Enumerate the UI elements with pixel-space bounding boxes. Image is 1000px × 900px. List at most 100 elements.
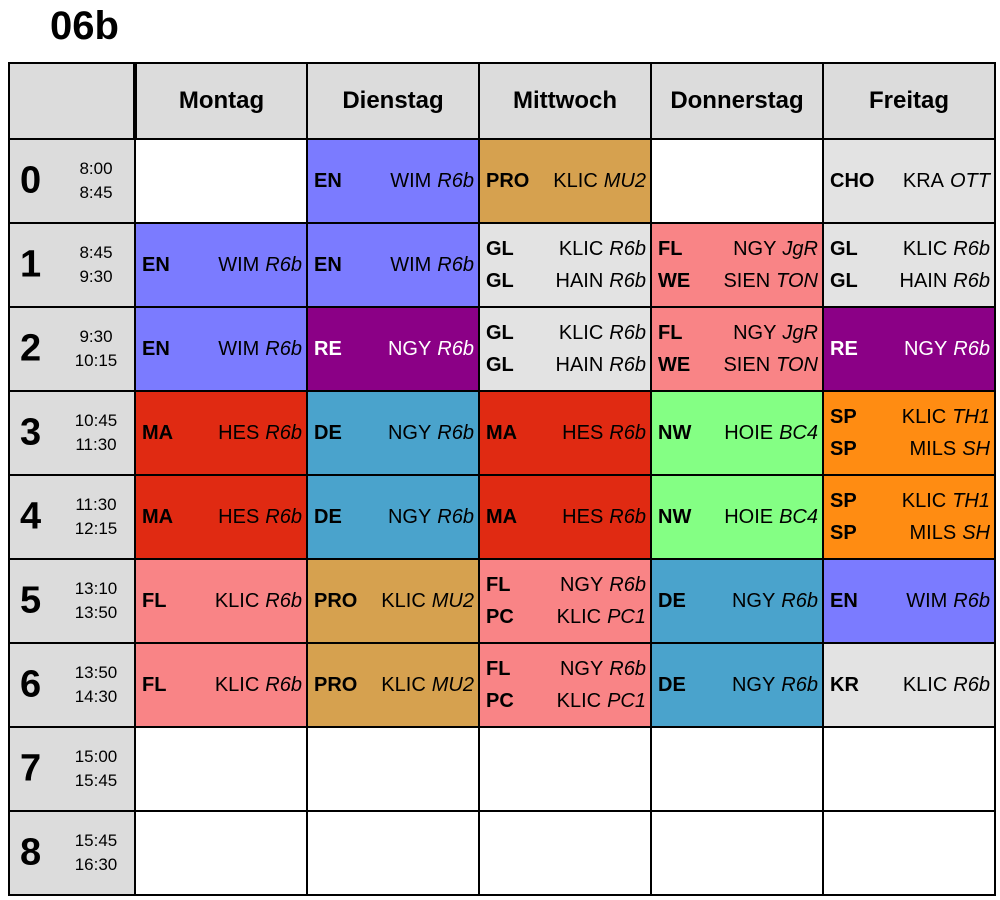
lesson-cell[interactable]: EN WIM R6b [306, 138, 480, 224]
lesson-room: R6b [437, 506, 474, 528]
lesson-entry: MA HES R6b [480, 501, 650, 533]
lesson-room: TON [776, 270, 818, 292]
lesson-teacher: HES [218, 422, 260, 444]
period-number: 5 [20, 579, 42, 622]
lesson-entry: PRO KLIC MU2 [480, 165, 650, 197]
lesson-cell[interactable]: DE NGY R6b [306, 474, 480, 560]
period-row: 3 10:45 11:30 MA HES R6b DE NGY R6b MA HES R6b NW HOI… [8, 390, 996, 476]
lesson-subject: PC [486, 606, 514, 628]
lesson-cell[interactable]: MA HES R6b [478, 474, 652, 560]
lesson-subject: GL [830, 238, 858, 260]
lesson-subject: GL [830, 270, 858, 292]
lesson-subject: DE [314, 506, 342, 528]
lesson-cell[interactable]: RE NGY R6b [822, 306, 996, 392]
lesson-cell [478, 810, 652, 896]
lesson-entry: DE NGY R6b [308, 417, 478, 449]
lesson-cell[interactable]: FL NGY JgR WE SIEN TON [650, 222, 824, 308]
day-header-dienstag: Dienstag [306, 62, 480, 140]
lesson-subject: PRO [314, 590, 358, 612]
lesson-entry: SP MILS SH [824, 517, 994, 549]
lesson-cell[interactable]: DE NGY R6b [306, 390, 480, 476]
lesson-teacher: MILS [909, 438, 957, 460]
lesson-entry: FL KLIC R6b [136, 585, 306, 617]
lesson-teacher: WIM [218, 338, 260, 360]
lesson-cell[interactable]: CHO KRA OTT [822, 138, 996, 224]
day-header-montag: Montag [134, 62, 308, 140]
lesson-room: R6b [609, 574, 646, 596]
day-header-mittwoch: Mittwoch [478, 62, 652, 140]
lesson-entry: GL HAIN R6b [824, 265, 994, 297]
lesson-cell[interactable]: DE NGY R6b [650, 642, 824, 728]
corner-cell [8, 62, 137, 140]
lesson-entry: FL KLIC R6b [136, 669, 306, 701]
lesson-cell[interactable]: FL KLIC R6b [134, 558, 308, 644]
lesson-cell[interactable]: PRO KLIC MU2 [306, 558, 480, 644]
lesson-entry: EN WIM R6b [824, 585, 994, 617]
lesson-cell[interactable]: PRO KLIC MU2 [306, 642, 480, 728]
lesson-subject: GL [486, 270, 514, 292]
lesson-cell[interactable]: EN WIM R6b [134, 222, 308, 308]
lesson-entry: GL KLIC R6b [480, 317, 650, 349]
lesson-cell[interactable]: NW HOIE BC4 [650, 474, 824, 560]
lesson-teacher: NGY [387, 506, 432, 528]
lesson-teacher: KLIC [553, 170, 598, 192]
lesson-cell[interactable]: GL KLIC R6b GL HAIN R6b [478, 306, 652, 392]
day-header-freitag: Freitag [822, 62, 996, 140]
lesson-cell[interactable]: FL KLIC R6b [134, 642, 308, 728]
period-number: 8 [20, 831, 42, 874]
lesson-teacher: WIM [218, 254, 260, 276]
period-label-cell: 1 8:45 9:30 [8, 222, 136, 308]
lesson-cell[interactable]: PRO KLIC MU2 [478, 138, 652, 224]
period-start-time: 13:10 [74, 579, 118, 598]
period-times: 15:45 16:30 [68, 829, 124, 877]
lesson-room: R6b [265, 590, 302, 612]
lesson-cell[interactable]: NW HOIE BC4 [650, 390, 824, 476]
lesson-cell[interactable]: MA HES R6b [134, 390, 308, 476]
lesson-subject: FL [658, 238, 683, 260]
lesson-teacher: WIM [390, 254, 432, 276]
lesson-cell[interactable]: MA HES R6b [134, 474, 308, 560]
lesson-cell[interactable]: EN WIM R6b [822, 558, 996, 644]
lesson-entry: FL NGY R6b [480, 653, 650, 685]
lesson-teacher: KLIC [556, 606, 602, 628]
lesson-cell[interactable]: FL NGY R6b PC KLIC PC1 [478, 642, 652, 728]
lesson-subject: DE [658, 674, 686, 696]
lesson-entry: DE NGY R6b [308, 501, 478, 533]
lesson-entry: WE SIEN TON [652, 349, 822, 381]
lesson-teacher: KLIC [214, 674, 260, 696]
lesson-teacher: NGY [731, 674, 776, 696]
lesson-room: R6b [437, 422, 474, 444]
lesson-cell[interactable]: KR KLIC R6b [822, 642, 996, 728]
lesson-cell[interactable]: EN WIM R6b [134, 306, 308, 392]
lesson-cell[interactable]: GL KLIC R6b GL HAIN R6b [822, 222, 996, 308]
lesson-entry: GL KLIC R6b [824, 233, 994, 265]
lesson-cell[interactable]: DE NGY R6b [650, 558, 824, 644]
day-header-row: Montag Dienstag Mittwoch Donnerstag Frei… [8, 62, 996, 140]
lesson-subject: WE [658, 354, 691, 376]
lesson-cell[interactable]: RE NGY R6b [306, 306, 480, 392]
lesson-subject: RE [830, 338, 858, 360]
lesson-teacher: KLIC [381, 674, 426, 696]
lesson-room: R6b [953, 590, 990, 612]
lesson-cell[interactable]: FL NGY R6b PC KLIC PC1 [478, 558, 652, 644]
period-label-cell: 3 10:45 11:30 [8, 390, 136, 476]
lesson-subject: DE [658, 590, 686, 612]
lesson-subject: MA [486, 422, 518, 444]
lesson-subject: SP [830, 406, 857, 428]
period-row: 4 11:30 12:15 MA HES R6b DE NGY R6b MA HES R6b NW HOI… [8, 474, 996, 560]
lesson-cell[interactable]: EN WIM R6b [306, 222, 480, 308]
lesson-subject: GL [486, 354, 514, 376]
lesson-room: JgR [782, 238, 818, 260]
lesson-cell[interactable]: SP KLIC TH1 SP MILS SH [822, 474, 996, 560]
lesson-teacher: KLIC [381, 590, 426, 612]
lesson-teacher: HAIN [555, 354, 604, 376]
lesson-cell[interactable]: GL KLIC R6b GL HAIN R6b [478, 222, 652, 308]
lesson-teacher: KLIC [556, 690, 602, 712]
lesson-cell[interactable]: SP KLIC TH1 SP MILS SH [822, 390, 996, 476]
lesson-cell[interactable]: MA HES R6b [478, 390, 652, 476]
lesson-room: R6b [265, 674, 302, 696]
lesson-cell[interactable]: FL NGY JgR WE SIEN TON [650, 306, 824, 392]
lesson-room: R6b [953, 674, 990, 696]
lesson-entry: CHO KRA OTT [824, 165, 994, 197]
lesson-cell [650, 138, 824, 224]
